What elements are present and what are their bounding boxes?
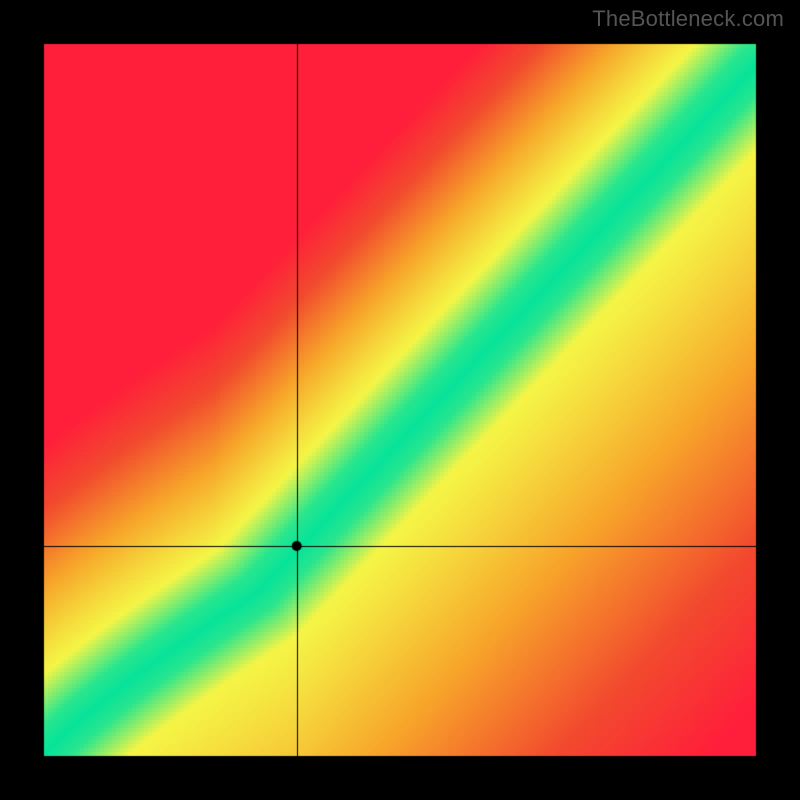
watermark-text: TheBottleneck.com [592,6,784,32]
bottleneck-heatmap [0,0,800,800]
